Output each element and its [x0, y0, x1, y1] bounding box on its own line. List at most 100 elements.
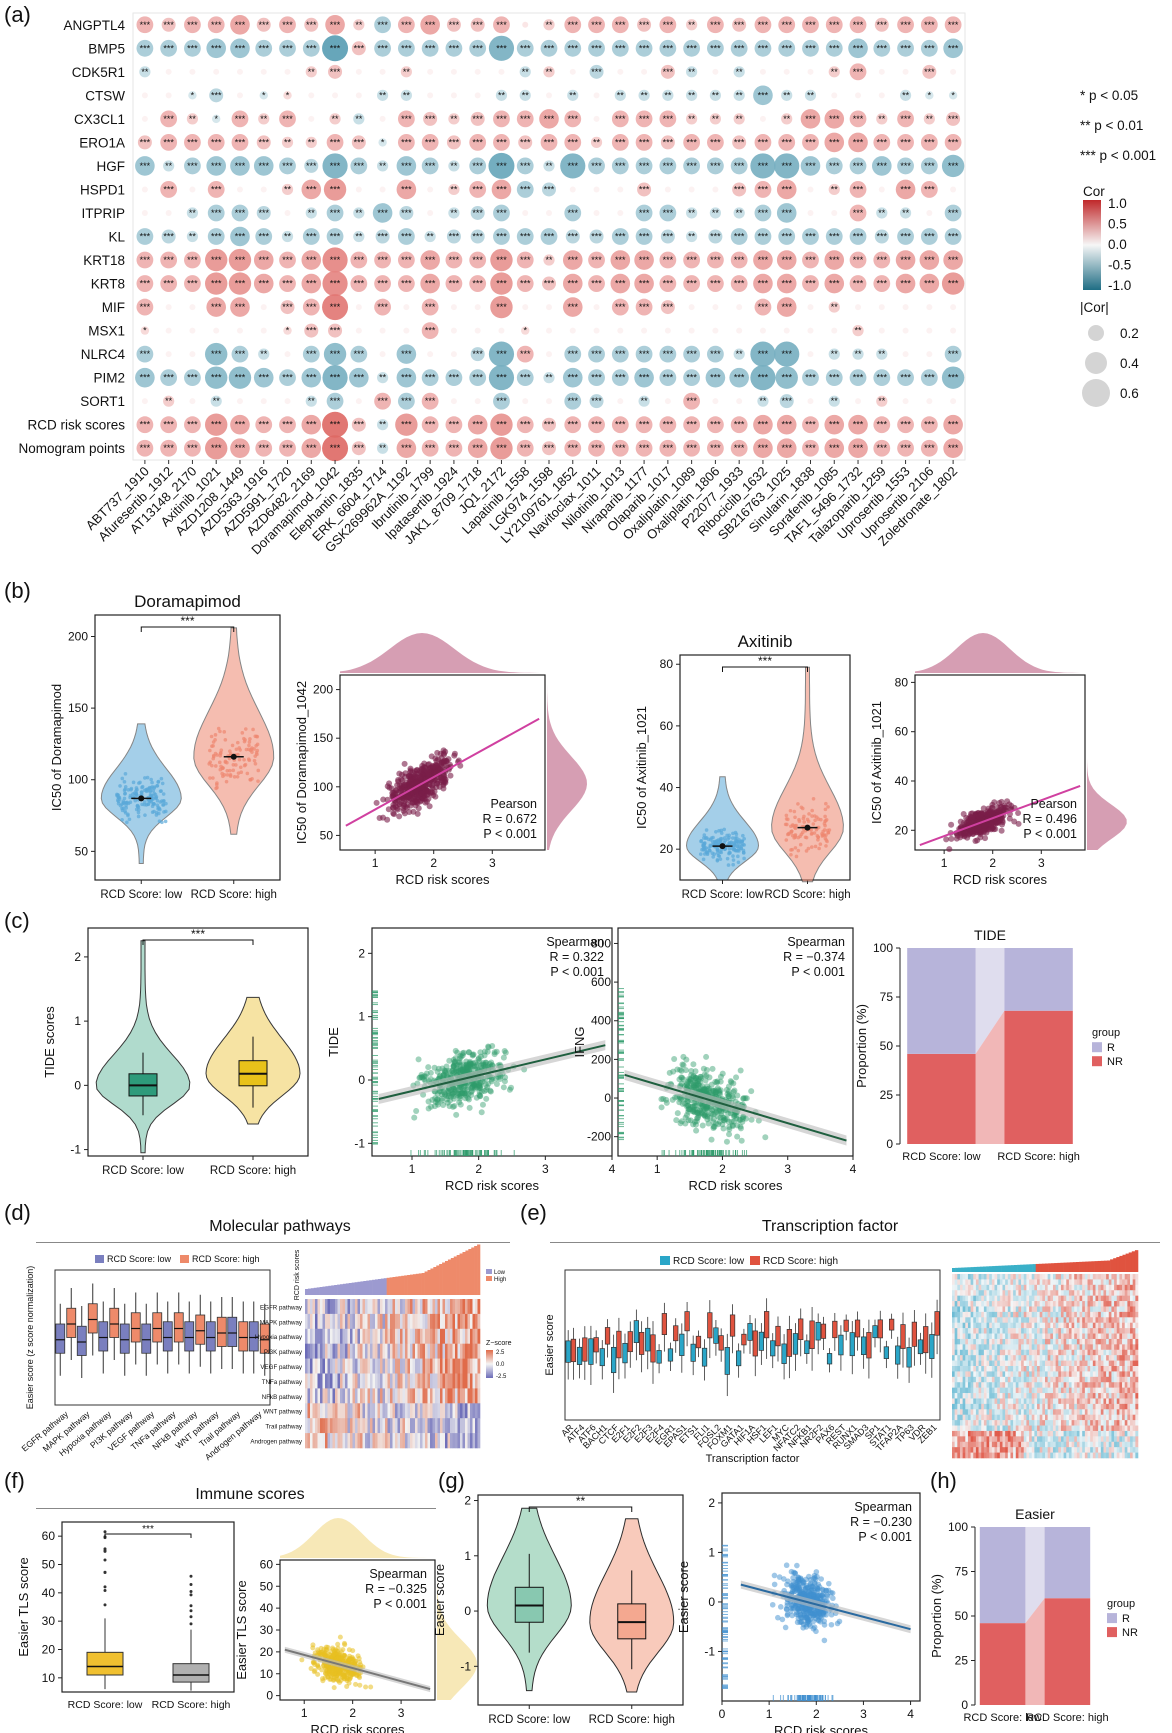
- heat-cell: [467, 1403, 471, 1419]
- data-point: [727, 841, 732, 846]
- heat-cell: [405, 1358, 408, 1374]
- sig-stars: ***: [401, 20, 412, 30]
- heat-cell: [435, 1403, 438, 1419]
- data-point: [389, 790, 396, 797]
- heat-cell: [407, 1358, 411, 1374]
- cor-dot: [228, 272, 252, 295]
- cor-dot: [450, 92, 457, 99]
- sig-stars: **: [736, 349, 744, 359]
- data-point: [440, 775, 447, 782]
- cor-dot: [355, 398, 362, 405]
- cor-dot: [659, 204, 677, 222]
- heat-cell: [335, 1343, 338, 1359]
- sig-stars: ***: [330, 373, 341, 383]
- risk-bar: [445, 1261, 449, 1295]
- data-point: [208, 748, 212, 753]
- cor-dot: [683, 157, 701, 175]
- cor-dot: [490, 272, 513, 295]
- cor-dot: [872, 156, 892, 176]
- heat-cell: [412, 1299, 416, 1315]
- sig-stars: ***: [425, 43, 436, 53]
- heat-cell: [457, 1313, 461, 1330]
- sig-stars: ***: [140, 255, 151, 265]
- cor-dot: [688, 186, 695, 193]
- heat-cell: [352, 1313, 356, 1330]
- data-point: [214, 786, 218, 791]
- data-point: [796, 802, 800, 806]
- heat-cell: [425, 1343, 428, 1359]
- y-tick-label: 400: [591, 1014, 611, 1028]
- cor-dot: [427, 209, 434, 216]
- cor-dot: [230, 226, 250, 247]
- heat-cell: [392, 1313, 396, 1330]
- data-point: [128, 800, 133, 805]
- cor-dot: [659, 251, 677, 269]
- sig-stars: ***: [615, 114, 626, 124]
- heat-cell: [420, 1433, 423, 1449]
- cor-dot: [849, 204, 867, 222]
- sig-stars: **: [450, 184, 458, 194]
- cor-dot: [445, 251, 463, 269]
- data-point: [440, 785, 447, 792]
- risk-bar: [462, 1252, 466, 1295]
- heat-cell: [417, 1373, 421, 1389]
- sig-stars: ***: [258, 373, 269, 383]
- cor-dot: [759, 115, 766, 122]
- cor-dot: [540, 39, 558, 57]
- data-point: [149, 777, 153, 782]
- cor-dot: [540, 133, 558, 151]
- cor-dot: [588, 16, 605, 34]
- data-point: [804, 835, 809, 840]
- sig-stars: ***: [758, 232, 769, 242]
- heat-cell: [305, 1358, 308, 1374]
- heat-cell: [472, 1403, 476, 1419]
- y-tick-label: 200: [313, 683, 333, 697]
- sig-stars: ***: [520, 43, 531, 53]
- cor-dot: [611, 133, 629, 151]
- heat-cell: [395, 1313, 398, 1330]
- cor-dot: [209, 88, 224, 103]
- sig-stars: **: [189, 208, 197, 218]
- heat-cell: [322, 1373, 326, 1389]
- x-tick-label: 3: [784, 1162, 791, 1176]
- cor-dot: [228, 248, 252, 272]
- heat-cell: [305, 1328, 308, 1344]
- heat-cell: [337, 1328, 341, 1344]
- sig-stars: ***: [330, 326, 341, 336]
- heat-cell: [325, 1433, 328, 1449]
- heat-cell: [477, 1418, 481, 1434]
- data-point: [236, 752, 240, 757]
- data-point: [415, 1056, 422, 1063]
- row-label: NLRC4: [81, 347, 126, 362]
- sig-stars: ***: [211, 302, 222, 312]
- heat-cell: [452, 1358, 456, 1374]
- data-point: [215, 781, 219, 785]
- risk-bar: [412, 1274, 417, 1295]
- heat-cell: [317, 1433, 321, 1449]
- data-point: [794, 854, 799, 859]
- heat-cell: [352, 1403, 356, 1419]
- cor-dot: [189, 304, 196, 311]
- sig-stars: ***: [330, 184, 341, 194]
- heat-cell: [390, 1328, 393, 1344]
- data-point: [425, 1064, 432, 1071]
- sig-stars: **: [355, 232, 363, 242]
- data-point: [717, 1078, 724, 1085]
- heat-cell: [392, 1328, 396, 1344]
- heat-cell: [447, 1373, 451, 1389]
- stat-label: Spearman: [787, 935, 845, 949]
- heat-cell: [330, 1299, 333, 1315]
- cor-dot: [546, 398, 552, 405]
- heat-cell: [390, 1388, 393, 1404]
- cor-dot: [206, 156, 226, 176]
- heat-cell: [357, 1299, 361, 1315]
- heat-cell: [365, 1433, 368, 1449]
- box-body: [173, 1312, 184, 1343]
- sig-stars: ***: [140, 373, 151, 383]
- heat-cell: [465, 1299, 468, 1315]
- y-axis-label: Easier score: [544, 1314, 556, 1375]
- cor-dot: [135, 156, 155, 176]
- cor-dot: [236, 327, 243, 334]
- heat-cell: [397, 1388, 401, 1404]
- sig-stars: ***: [568, 20, 579, 30]
